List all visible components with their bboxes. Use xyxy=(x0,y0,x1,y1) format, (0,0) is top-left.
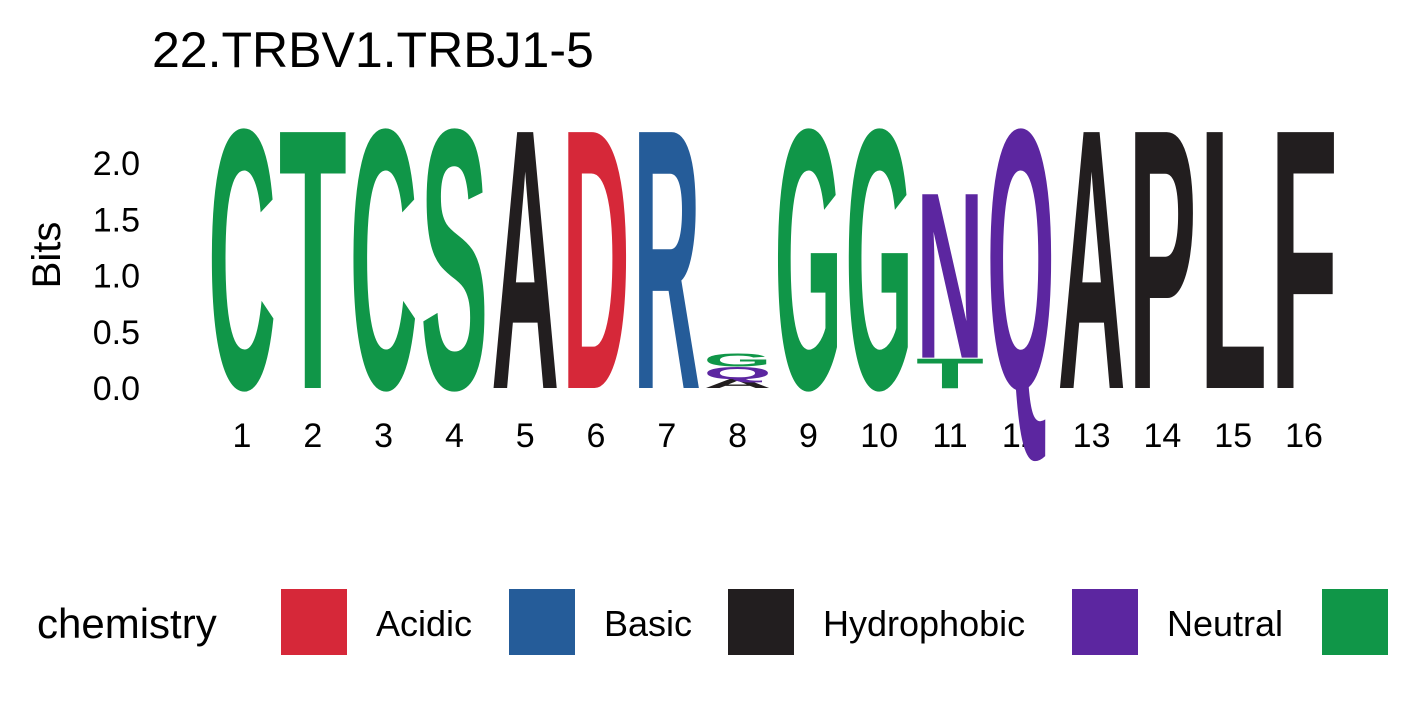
x-tick-label: 3 xyxy=(374,417,393,455)
x-tick-label: 9 xyxy=(799,417,818,455)
y-tick-label: 2.0 xyxy=(93,145,140,183)
y-tick-label: 0.5 xyxy=(93,314,140,352)
x-tick-label: 14 xyxy=(1143,417,1181,455)
x-tick-label: 16 xyxy=(1285,417,1323,455)
y-tick-label: 1.5 xyxy=(93,201,140,239)
logo-letter: P xyxy=(1128,51,1196,467)
legend-label: Neutral xyxy=(1167,603,1283,644)
logo-letter: G xyxy=(704,350,772,371)
x-tick-label: 4 xyxy=(445,417,464,455)
logo-letter: G xyxy=(845,51,913,467)
y-tick-label: 1.0 xyxy=(93,258,140,296)
legend-label: Basic xyxy=(604,603,692,644)
x-tick-label: 7 xyxy=(657,417,676,455)
x-tick-label: 13 xyxy=(1073,417,1111,455)
x-tick-label: 6 xyxy=(587,417,606,455)
logo-letter: Q xyxy=(987,51,1055,467)
legend-swatch xyxy=(728,589,794,655)
logo-letter: D xyxy=(562,51,630,467)
x-tick-label: 11 xyxy=(932,417,967,455)
x-tick-label: 8 xyxy=(728,417,747,455)
legend-label: Hydrophobic xyxy=(823,603,1025,644)
x-tick-label: 12 xyxy=(1002,417,1040,455)
x-tick-label: 1 xyxy=(233,417,252,455)
legend-swatch xyxy=(281,589,347,655)
logo-letter: F xyxy=(1270,51,1338,467)
logo-letter: A xyxy=(1058,51,1126,467)
x-tick-label: 5 xyxy=(516,417,535,455)
legend-swatch xyxy=(1322,589,1388,655)
logo-letter: Q xyxy=(704,363,772,382)
x-tick-label: 2 xyxy=(303,417,322,455)
y-axis-label: Bits xyxy=(25,222,69,289)
legend-title: chemistry xyxy=(37,600,217,647)
logo-letter: T xyxy=(916,350,984,397)
logo-letter: A xyxy=(704,377,772,391)
logo-letter: L xyxy=(1199,51,1267,467)
logo-letter: C xyxy=(208,51,276,467)
logo-letter: C xyxy=(350,51,418,467)
legend-swatch xyxy=(1072,589,1138,655)
chart-title: 22.TRBV1.TRBJ1-5 xyxy=(152,22,594,78)
x-tick-label: 15 xyxy=(1214,417,1252,455)
logo-letter: R xyxy=(633,51,701,467)
legend-swatch xyxy=(509,589,575,655)
x-tick-label: 10 xyxy=(860,417,898,455)
logo-letter: N xyxy=(916,144,984,408)
legend-label: Acidic xyxy=(376,603,472,644)
y-tick-label: 0.0 xyxy=(93,370,140,408)
logo-letter: A xyxy=(491,51,559,467)
logo-letter: S xyxy=(420,51,488,467)
logo-letter: T xyxy=(279,51,347,467)
logo-letter: G xyxy=(774,51,842,467)
